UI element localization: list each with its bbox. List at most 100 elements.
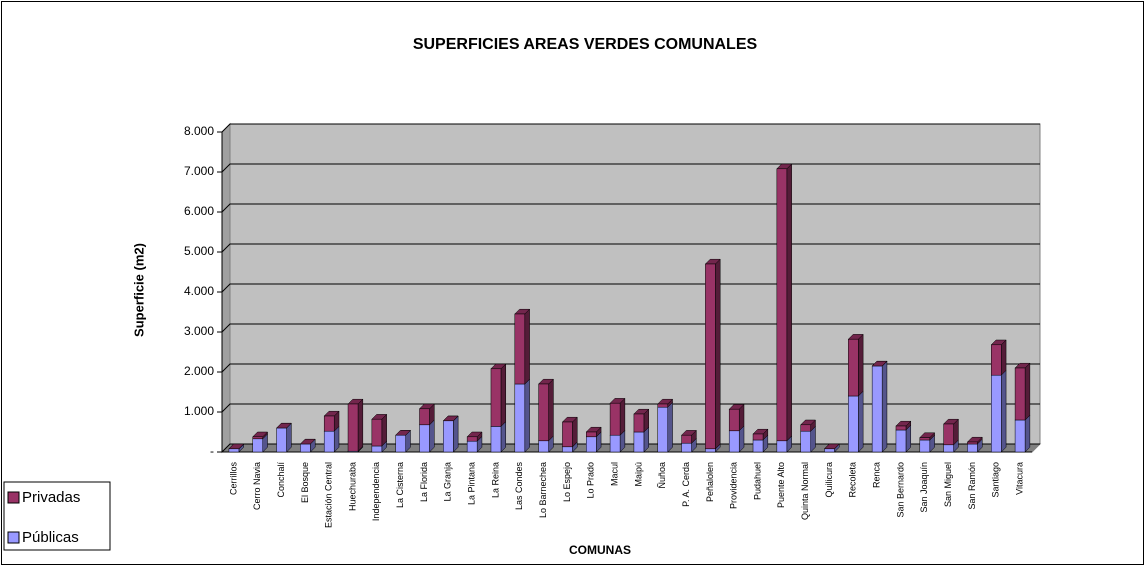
plot-floor [220, 443, 1042, 453]
x-tick-label: Lo Prado [586, 462, 596, 499]
legend-label: Privadas [22, 489, 80, 506]
bar [657, 406, 668, 453]
bar [562, 421, 573, 448]
bar-side [1001, 369, 1007, 453]
bar [991, 374, 1002, 453]
bar-side [524, 378, 530, 453]
y-axis-label: Superficie (m2) [131, 243, 146, 337]
bar [681, 434, 692, 444]
bar [991, 344, 1002, 376]
bar [538, 440, 549, 453]
bar-top [442, 415, 459, 422]
y-tick-label: 1.000 [184, 404, 214, 418]
x-tick-label: San Joaquín [919, 462, 929, 513]
x-tick-label: Lo Barnechea [538, 462, 548, 518]
bar [419, 424, 430, 453]
legend-box [3, 481, 111, 551]
grid-line [221, 123, 1040, 133]
x-tick-label: Maipú [633, 462, 643, 487]
bar [848, 338, 859, 397]
bar-top [871, 360, 888, 367]
y-tick-label: 5.000 [184, 244, 214, 258]
bar-side [357, 398, 364, 452]
x-tick-label: San Ramón [967, 462, 977, 510]
grid-line [221, 363, 1040, 373]
bar-side [1024, 414, 1031, 453]
bar [443, 420, 454, 453]
x-tick-label: Las Condes [514, 462, 524, 511]
grid-line [221, 163, 1040, 173]
bar [538, 383, 549, 442]
legend-swatch [7, 491, 20, 504]
bar-side [429, 419, 435, 453]
x-tick-label: Recoleta [848, 462, 858, 498]
grid-line [221, 403, 1040, 413]
bar [419, 408, 430, 426]
bar [276, 427, 287, 453]
x-tick-label: Independencia [371, 462, 381, 521]
bar-top [299, 438, 316, 445]
bar [609, 402, 621, 436]
x-tick-label: Cerrillos [228, 462, 238, 496]
bar-top [823, 443, 840, 450]
bar [252, 436, 263, 440]
bar [633, 431, 645, 453]
x-tick-label: Cerro Navia [252, 462, 262, 510]
bar [1014, 419, 1026, 453]
bar [514, 313, 526, 385]
bar [776, 440, 788, 453]
bar-side [381, 413, 387, 447]
x-tick-label: Estación Central [324, 462, 334, 528]
bar [681, 442, 692, 453]
bar-side [786, 163, 792, 442]
bar [323, 430, 335, 453]
grid-line [221, 243, 1040, 253]
bar [490, 426, 502, 453]
x-tick-label: Santiago [991, 462, 1001, 498]
y-tick-label: 8.000 [184, 124, 214, 138]
legend-swatch [7, 531, 20, 544]
bar [466, 440, 478, 453]
x-tick-label: La Cisterna [395, 462, 405, 508]
x-tick-label: La Florida [419, 462, 429, 502]
x-tick-label: El Bosque [300, 462, 310, 503]
bar [800, 424, 811, 432]
bar [514, 383, 526, 453]
bar-side [548, 378, 554, 442]
bar [943, 423, 954, 446]
bar-side [858, 390, 864, 453]
bar-top [275, 422, 292, 429]
x-tick-label: Conchalí [276, 462, 286, 498]
bar-side [881, 360, 888, 453]
x-tick-label: San Miguel [943, 462, 953, 507]
bar-side [667, 401, 673, 453]
x-tick-label: Peñalolen [705, 462, 715, 502]
y-tick-label: - [210, 444, 214, 458]
bar [657, 403, 668, 408]
bar [752, 433, 764, 441]
bar [323, 415, 335, 432]
x-tick-label: Macul [609, 462, 619, 486]
x-tick-label: San Bernardo [895, 462, 905, 518]
bar-side [715, 258, 721, 450]
bar-top [228, 443, 245, 450]
x-tick-label: La Pintana [467, 462, 477, 505]
bar [466, 436, 478, 442]
bar [967, 441, 978, 445]
y-tick-label: 2.000 [184, 364, 214, 378]
bar [490, 368, 502, 427]
bar [633, 413, 645, 433]
bar [824, 448, 835, 453]
bar [395, 434, 406, 453]
grid-line [221, 283, 1040, 293]
bar [1014, 367, 1026, 421]
x-tick-label: La Granja [443, 462, 453, 502]
bar [967, 443, 978, 453]
bar [776, 168, 788, 442]
bar [609, 434, 621, 453]
bar-side [1001, 339, 1007, 376]
bar-side [524, 308, 530, 385]
bar [705, 448, 716, 453]
chart-title: SUPERFICIES AREAS VERDES COMUNALES [413, 36, 758, 53]
grid-line [221, 443, 1040, 453]
